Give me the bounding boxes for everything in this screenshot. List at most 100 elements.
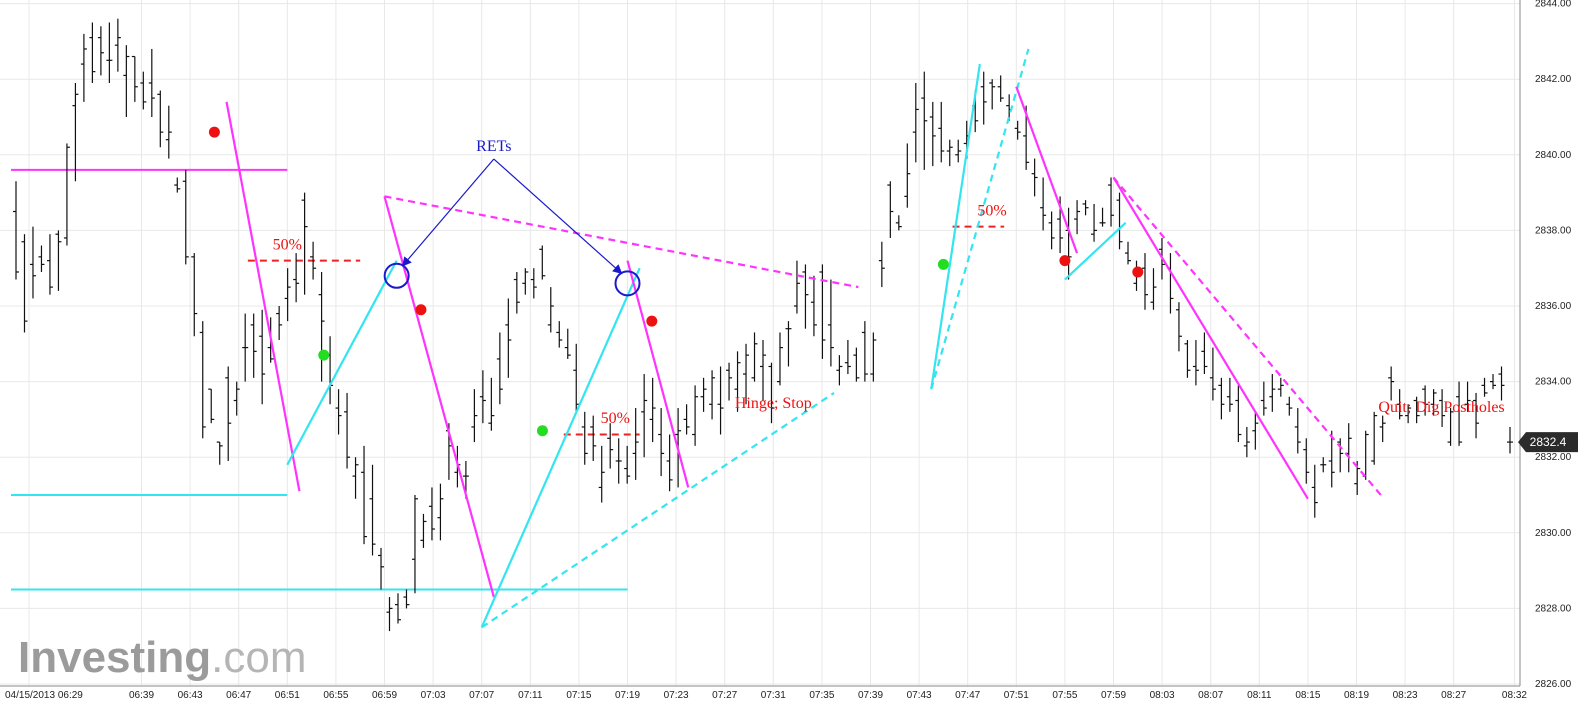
ohlc-bar: [946, 139, 953, 167]
y-tick-label: 2828.00: [1535, 603, 1572, 614]
trend-line: [1015, 86, 1079, 254]
ohlc-bar: [1277, 377, 1284, 397]
ohlc-bar: [776, 332, 783, 386]
ohlc-bar: [1371, 411, 1378, 465]
x-tick-label: 06:43: [178, 690, 203, 701]
ohlc-bar: [1396, 389, 1403, 420]
ohlc-bar: [861, 321, 868, 382]
ohlc-bar: [250, 313, 257, 378]
x-tick-label: 08:07: [1198, 690, 1223, 701]
ohlc-bar: [344, 392, 351, 469]
ohlc-bar: [827, 279, 834, 367]
ohlc-bar: [1430, 389, 1437, 416]
ohlc-bar: [97, 26, 104, 76]
ohlc-bar: [46, 234, 53, 295]
ohlc-bar: [853, 347, 860, 382]
x-tick-label: 07:55: [1052, 690, 1077, 701]
ohlc-bar: [318, 271, 325, 382]
ohlc-bar: [513, 271, 520, 314]
ohlc-bar: [1311, 464, 1318, 518]
y-tick-label: 2834.00: [1535, 377, 1572, 388]
y-tick-label: 2832.00: [1535, 452, 1572, 463]
ohlc-bar: [547, 287, 554, 333]
ohlc-bar: [836, 355, 843, 386]
x-tick-label: 07:23: [664, 690, 689, 701]
ohlc-bar: [700, 377, 707, 412]
ohlc-bar: [649, 377, 656, 443]
ohlc-bar: [1192, 340, 1199, 386]
ohlc-bar: [1337, 438, 1344, 473]
ohlc-bar: [114, 18, 121, 72]
ohlc-bar: [386, 597, 393, 632]
ohlc-bar: [361, 445, 368, 545]
ohlc-bar: [938, 101, 945, 163]
ohlc-bar: [726, 362, 733, 401]
ohlc-bar: [148, 48, 155, 117]
ohlc-bar: [471, 389, 478, 443]
ohlc-bar: [1175, 302, 1182, 352]
x-tick-label: 07:27: [712, 690, 737, 701]
ohlc-bar: [131, 55, 138, 102]
annotation-label: 50%: [601, 410, 630, 427]
ohlc-bar: [539, 245, 546, 280]
ohlc-bar: [802, 264, 809, 329]
y-tick-label: 2826.00: [1535, 679, 1572, 690]
annotations: RETs 50% 50% 50% Hinge; Stop Quit; Dig Postho…: [273, 138, 1505, 427]
ohlc-bar: [80, 33, 87, 102]
ohlc-bar: [530, 268, 537, 299]
x-tick-label: 08:03: [1150, 690, 1175, 701]
ohlc-bar: [13, 181, 19, 280]
ohlc-bar: [479, 370, 486, 424]
ret-circle: [383, 262, 410, 289]
ohlc-bar: [564, 328, 571, 359]
ohlc-bar: [895, 215, 902, 231]
x-tick-label: 04/15/2013 06:29: [5, 690, 83, 701]
annotation-label: 50%: [273, 236, 302, 253]
ohlc-bar: [1040, 177, 1047, 231]
last-price-tag-shape: [1518, 432, 1578, 453]
ohlc-bar: [378, 547, 385, 590]
ohlc-bar: [793, 260, 800, 314]
ohlc-bar: [208, 388, 215, 424]
x-tick-label: 07:51: [1004, 690, 1029, 701]
ohlc-bar: [259, 309, 266, 405]
ohlc-bar: [1294, 408, 1301, 454]
ohlc-bar: [641, 374, 648, 458]
ohlc-bar: [242, 313, 249, 382]
ohlc-bar: [556, 321, 563, 348]
ohlc-bar: [1447, 408, 1454, 446]
annotation-label: Hinge; Stop: [735, 395, 812, 412]
x-tick-label: 08:23: [1393, 690, 1418, 701]
annotation-label: Quit; Dig Postholes: [1378, 399, 1504, 416]
x-tick-label: 07:15: [566, 690, 591, 701]
ohlc-bar: [428, 487, 435, 541]
ohlc-bar: [437, 483, 444, 541]
ohlc-bar: [1507, 426, 1513, 454]
x-tick-label: 08:11: [1247, 690, 1272, 701]
ohlc-bar: [980, 71, 987, 125]
ohlc-bar: [369, 464, 376, 556]
ohlc-bar: [624, 445, 631, 484]
x-tick-label: 08:32: [1502, 690, 1527, 701]
ret-arrow: [401, 158, 495, 267]
ohlc-bar: [683, 404, 690, 435]
ohlc-bar: [692, 385, 699, 446]
ohlc-bar: [394, 593, 401, 624]
ohlc-bar: [997, 75, 1004, 102]
y-tick-label: 2840.00: [1535, 150, 1572, 161]
x-tick-label: 07:59: [1101, 690, 1126, 701]
logo-brand: Investing: [18, 633, 211, 682]
ohlc-bar: [666, 434, 673, 492]
x-tick-label: 06:47: [226, 690, 251, 701]
ret-circle: [614, 270, 641, 297]
ohlc-bar: [1328, 430, 1335, 488]
y-tick-label: 2842.00: [1535, 74, 1572, 85]
y-tick-label: 2844.00: [1535, 0, 1572, 10]
trend-line: [930, 48, 1030, 390]
ohlc-bar: [921, 71, 928, 170]
ohlc-bar: [607, 423, 614, 469]
ohlc-bar: [522, 268, 529, 295]
price-axis: 2826.00 2828.00 2830.00 2832.00 2834.00 2836.…: [1535, 0, 1572, 690]
x-tick-label: 08:15: [1295, 690, 1320, 701]
ohlc-bar: [658, 408, 665, 477]
